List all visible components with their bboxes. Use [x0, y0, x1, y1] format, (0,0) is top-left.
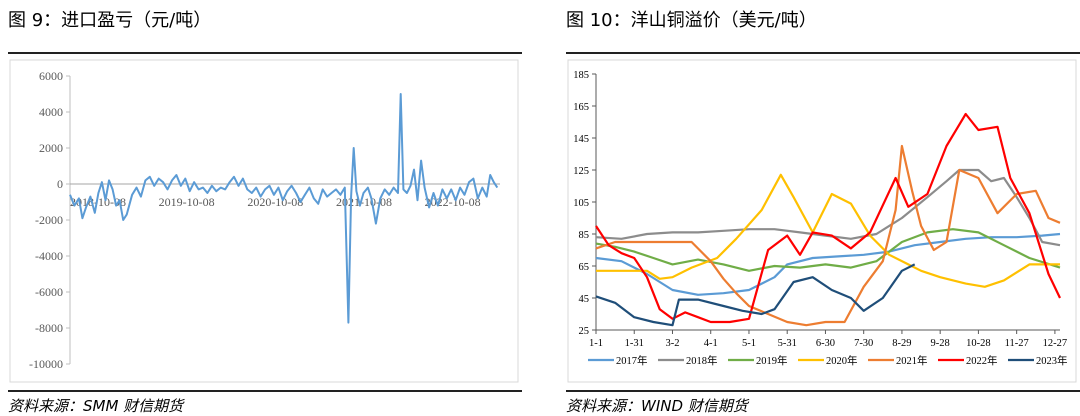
- right-y-tick-label: 45: [579, 294, 590, 305]
- left-x-tick-label: 2018-10-08: [70, 195, 126, 209]
- legend-label-2021年: 2021年: [896, 354, 928, 367]
- right-x-tick-label: 8-29: [892, 338, 911, 349]
- left-y-tick-label: 0: [57, 177, 63, 191]
- right-x-tick-label: 9-28: [931, 338, 950, 349]
- series-line-2021年: [595, 144, 1061, 327]
- legend-label-2017年: 2017年: [616, 354, 648, 367]
- right-source: 资料来源：WIND 财信期货: [566, 397, 748, 415]
- right-y-tick-label: 145: [573, 134, 589, 145]
- right-x-tick-label: 11-27: [1005, 338, 1029, 349]
- right-x-tick-label: 3-2: [665, 338, 679, 349]
- yangshan-premium-chart: 185 165 145 125 105 85 65 45 251-1 1-31 3-2 4-1 5-1 5…: [567, 59, 1077, 383]
- right-chart-title: 图 10：洋山铜溢价（美元/吨）: [566, 10, 817, 31]
- left-panel: 图 9：进口盈亏（元/吨） 6000 4000 2000 0 -2000 -4000 -60…: [8, 0, 528, 416]
- right-y-tick-label: 165: [573, 102, 589, 113]
- right-x-tick-label: 1-31: [625, 338, 644, 349]
- right-x-tick-label: 5-1: [742, 338, 756, 349]
- right-y-tick-label: 185: [573, 70, 589, 81]
- left-y-tick-label: -6000: [35, 285, 63, 299]
- left-y-tick-label: 4000: [39, 105, 63, 119]
- left-y-tick-label: 2000: [39, 141, 63, 155]
- right-bottom-rule: [566, 390, 1080, 392]
- legend-label-2023年: 2023年: [1036, 354, 1068, 367]
- right-x-tick-label: 5-31: [778, 338, 797, 349]
- right-x-tick-label: 12-27: [1043, 338, 1068, 349]
- right-panel: 图 10：洋山铜溢价（美元/吨） 185 165 145 125 105 85 65 45 25…: [566, 0, 1080, 416]
- left-x-tick-label: 2019-10-08: [159, 195, 215, 209]
- series-line-2022年: [595, 112, 1061, 324]
- legend-label-2019年: 2019年: [756, 354, 788, 367]
- legend-label-2018年: 2018年: [686, 354, 718, 367]
- legend-label-2022年: 2022年: [966, 354, 998, 367]
- right-x-tick-label: 10-28: [966, 338, 991, 349]
- import-profit-chart: 6000 4000 2000 0 -2000 -4000 -6000 -8000 -10000 2…: [9, 59, 519, 383]
- left-chart-frame: [9, 59, 519, 383]
- right-x-tick-label: 1-1: [589, 338, 603, 349]
- right-x-tick-label: 7-30: [854, 338, 873, 349]
- series-line-2020年: [596, 173, 1060, 288]
- left-y-tick-label: -2000: [35, 213, 63, 227]
- left-y-tick-label: -10000: [29, 357, 63, 371]
- right-y-tick-label: 65: [579, 262, 590, 273]
- legend-label-2020年: 2020年: [826, 354, 858, 367]
- right-x-tick-label: 4-1: [704, 338, 718, 349]
- left-y-tick-label: -8000: [35, 321, 63, 335]
- series-line-2019年: [595, 228, 1061, 272]
- right-y-tick-label: 105: [573, 198, 589, 209]
- left-series-line: [69, 93, 499, 324]
- right-y-tick-label: 125: [573, 166, 589, 177]
- series-line-2018年: [595, 168, 1061, 247]
- left-top-rule: [8, 52, 522, 54]
- left-source: 资料来源：SMM 财信期货: [8, 397, 184, 415]
- right-y-tick-label: 25: [579, 326, 590, 337]
- right-x-tick-label: 6-30: [816, 338, 835, 349]
- series-line-2023年: [595, 263, 916, 327]
- left-x-tick-label: 2020-10-08: [247, 195, 303, 209]
- left-y-tick-label: 6000: [39, 69, 63, 83]
- right-chart-frame: [567, 59, 1077, 383]
- left-chart-title: 图 9：进口盈亏（元/吨）: [8, 10, 212, 31]
- left-y-tick-label: -4000: [35, 249, 63, 263]
- right-top-rule: [566, 52, 1080, 54]
- left-bottom-rule: [8, 390, 522, 392]
- right-y-tick-label: 85: [579, 230, 590, 241]
